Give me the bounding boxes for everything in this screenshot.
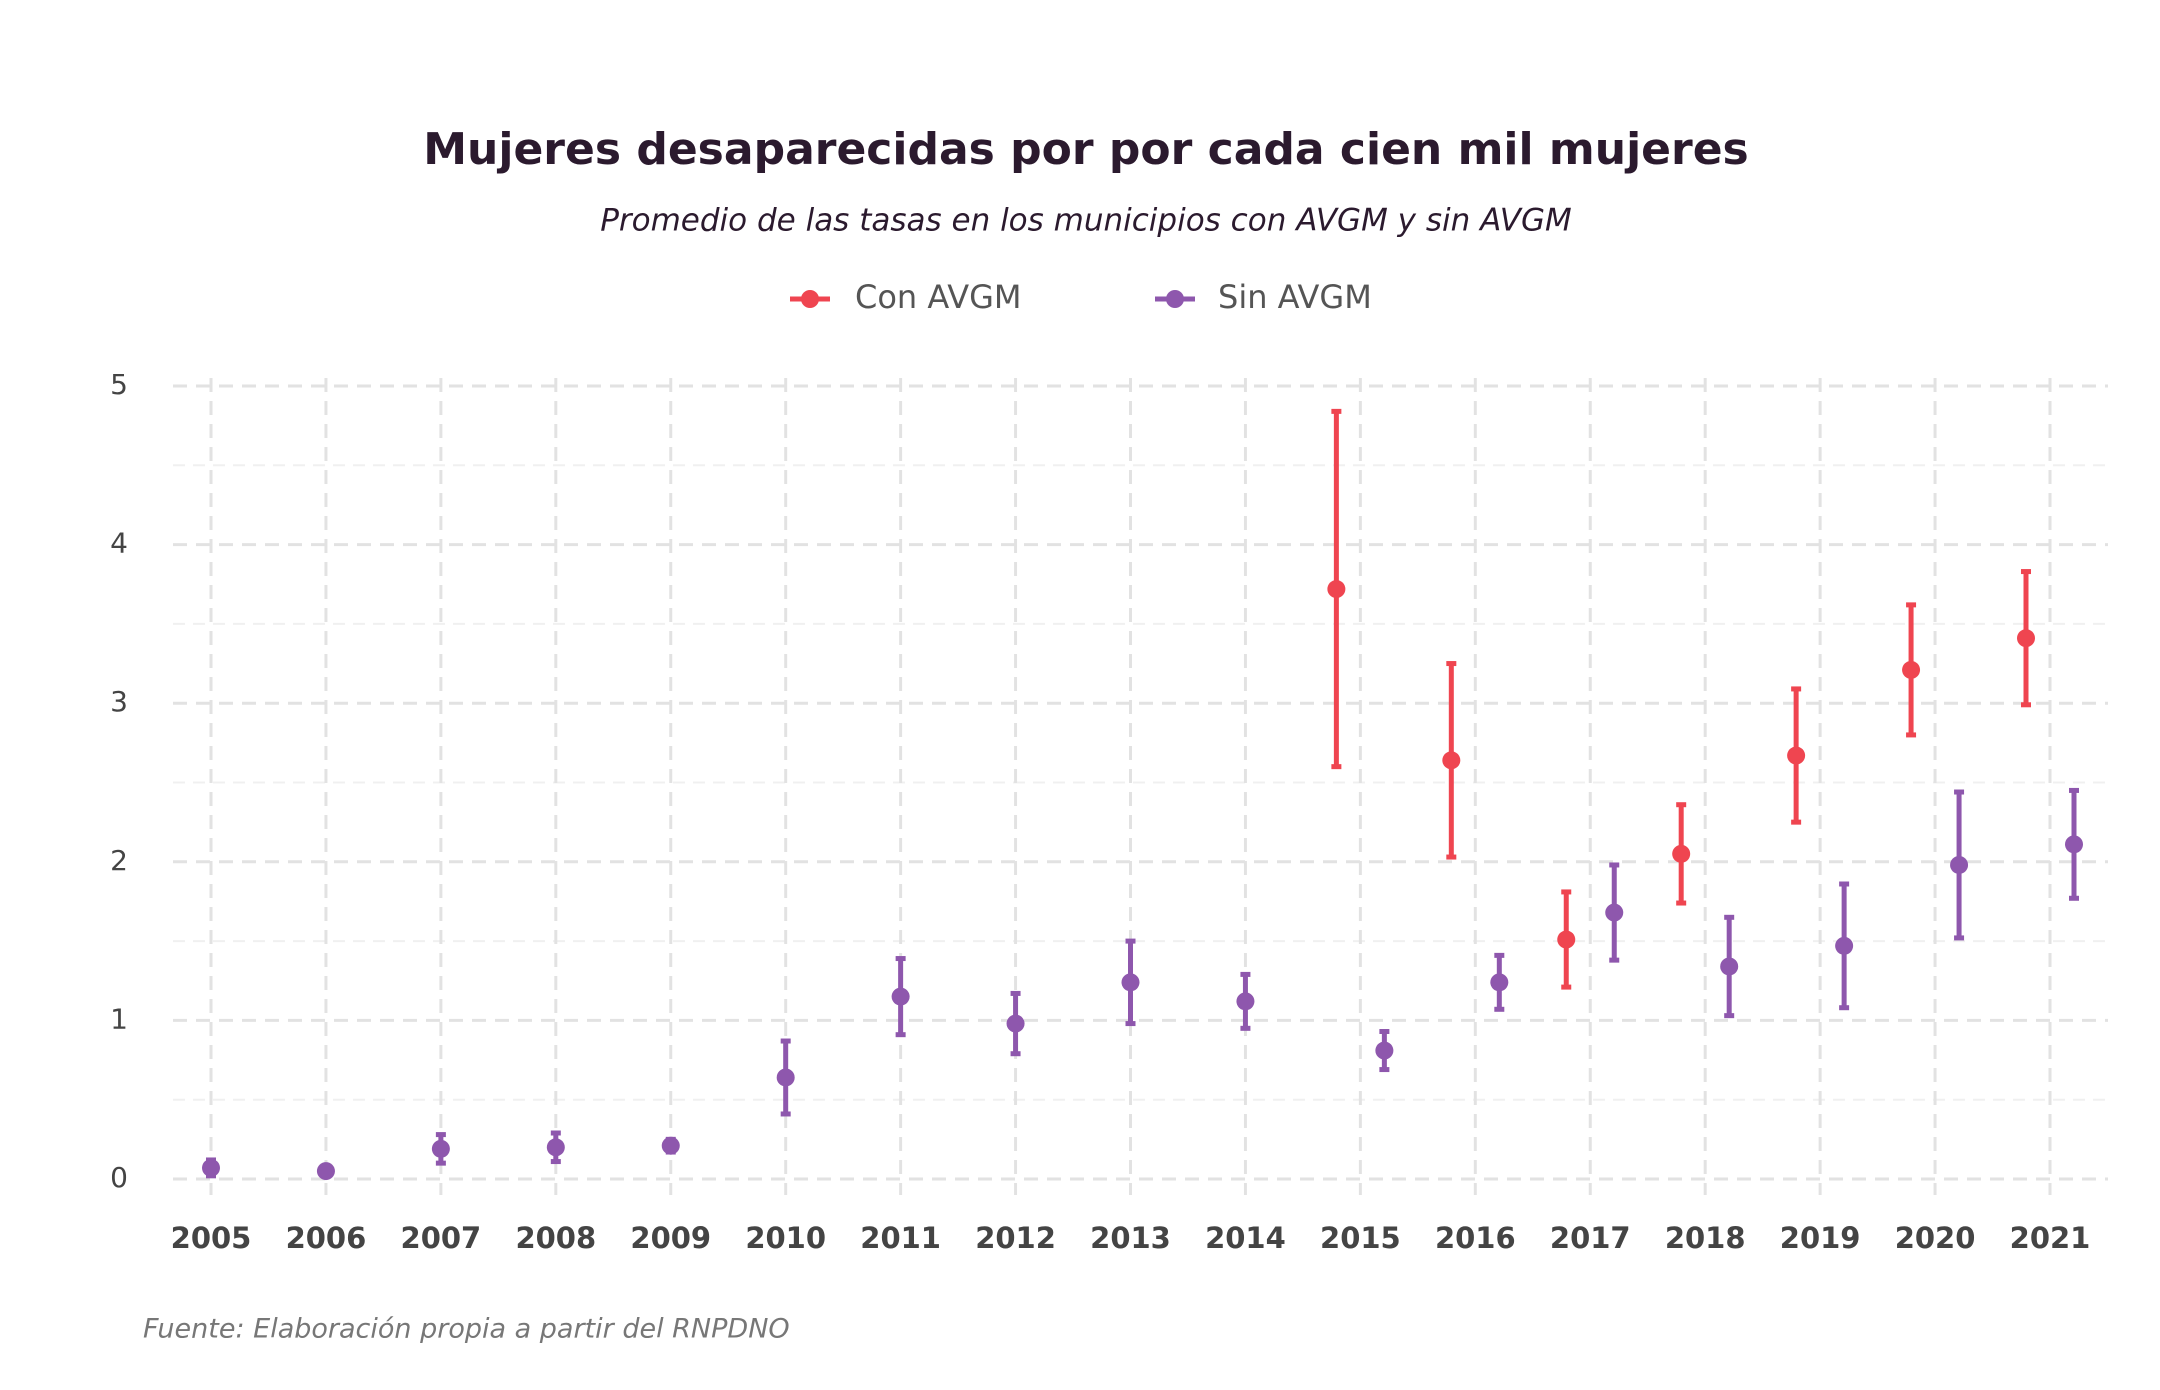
point (316, 1162, 335, 1181)
point (1950, 855, 1969, 874)
point (431, 1139, 450, 1158)
legend-marker (1166, 290, 1184, 308)
legend-label: Sin AVGM (1218, 278, 1372, 316)
point (1442, 751, 1461, 770)
point (1672, 844, 1691, 863)
x-tick-label: 2015 (1320, 1221, 1401, 1255)
x-tick-label: 2021 (2010, 1221, 2091, 1255)
source-note: Fuente: Elaboración propia a partir del … (143, 1314, 790, 1345)
point (1605, 903, 1624, 922)
point (1121, 973, 1140, 992)
point (1327, 580, 1346, 599)
x-tick-label: 2010 (745, 1221, 826, 1255)
y-tick-label: 0 (110, 1161, 128, 1194)
x-tick-label: 2013 (1090, 1221, 1171, 1255)
legend-marker (801, 290, 819, 308)
y-tick-label: 2 (110, 844, 128, 877)
point (1236, 992, 1255, 1011)
x-tick-label: 2018 (1665, 1221, 1746, 1255)
x-tick-label: 2008 (515, 1221, 596, 1255)
x-tick-label: 2005 (171, 1221, 252, 1255)
x-tick-label: 2020 (1895, 1221, 1976, 1255)
y-tick-label: 1 (110, 1002, 128, 1035)
point (1720, 957, 1739, 976)
point (1835, 936, 1854, 955)
point (1375, 1041, 1394, 1060)
point (776, 1068, 795, 1087)
legend-label: Con AVGM (855, 278, 1022, 316)
y-tick-label: 5 (110, 368, 128, 401)
chart-title: Mujeres desaparecidas por por cada cien … (423, 124, 1748, 175)
point (1006, 1014, 1025, 1033)
point (661, 1136, 680, 1155)
point (891, 987, 910, 1006)
point (1490, 973, 1509, 992)
point (1557, 930, 1576, 949)
chart-subtitle: Promedio de las tasas en los municipios … (600, 203, 1572, 239)
point (2065, 835, 2083, 854)
point (1902, 660, 1921, 679)
x-tick-label: 2009 (630, 1221, 711, 1255)
point (1787, 746, 1806, 765)
x-tick-label: 2006 (286, 1221, 367, 1255)
point (202, 1158, 220, 1177)
x-tick-label: 2014 (1205, 1221, 1286, 1255)
x-tick-label: 2019 (1780, 1221, 1861, 1255)
x-tick-label: 2017 (1550, 1221, 1631, 1255)
point (2017, 629, 2035, 648)
x-tick-label: 2011 (860, 1221, 941, 1255)
y-tick-label: 4 (110, 527, 128, 560)
x-tick-label: 2012 (975, 1221, 1056, 1255)
x-tick-label: 2007 (401, 1221, 482, 1255)
x-tick-label: 2016 (1435, 1221, 1516, 1255)
y-tick-label: 3 (110, 685, 128, 718)
point (546, 1138, 565, 1157)
